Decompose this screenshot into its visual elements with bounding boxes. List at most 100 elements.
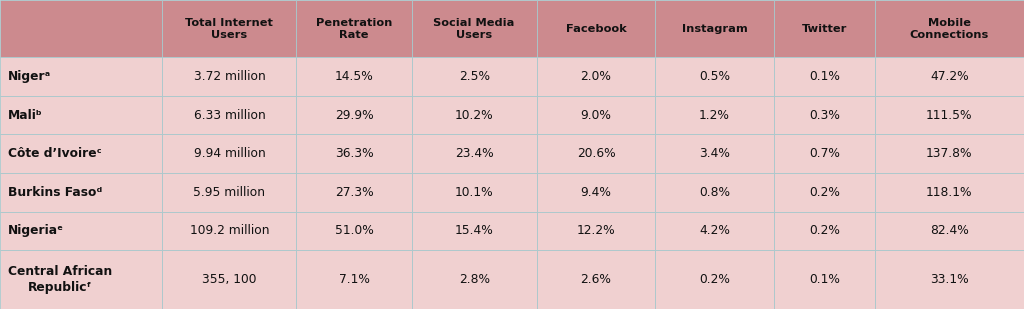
Bar	[774, 173, 874, 212]
Text: Nigeriaᵉ: Nigeriaᵉ	[8, 224, 65, 238]
Bar	[0, 96, 163, 134]
Text: 109.2 million: 109.2 million	[189, 224, 269, 238]
Text: Burkins Fasoᵈ: Burkins Fasoᵈ	[8, 186, 102, 199]
Bar	[412, 134, 537, 173]
Bar	[163, 212, 296, 250]
Bar	[163, 134, 296, 173]
Text: 5.95 million: 5.95 million	[194, 186, 265, 199]
Bar	[874, 212, 1024, 250]
Bar	[0, 134, 163, 173]
Bar	[412, 212, 537, 250]
Bar	[412, 0, 537, 57]
Text: 6.33 million: 6.33 million	[194, 108, 265, 122]
Bar	[0, 57, 163, 96]
Bar	[412, 57, 537, 96]
Text: 137.8%: 137.8%	[926, 147, 973, 160]
Bar	[412, 250, 537, 309]
Bar	[655, 96, 774, 134]
Text: 36.3%: 36.3%	[335, 147, 374, 160]
Bar	[412, 96, 537, 134]
Bar	[537, 57, 655, 96]
Bar	[163, 57, 296, 96]
Text: 111.5%: 111.5%	[926, 108, 973, 122]
Text: Total Internet
Users: Total Internet Users	[185, 18, 273, 40]
Bar	[537, 96, 655, 134]
Bar	[296, 250, 412, 309]
Text: 0.1%: 0.1%	[809, 70, 840, 83]
Bar	[537, 250, 655, 309]
Bar	[537, 212, 655, 250]
Text: Nigerᵃ: Nigerᵃ	[8, 70, 51, 83]
Text: 23.4%: 23.4%	[455, 147, 494, 160]
Bar	[163, 96, 296, 134]
Bar	[874, 250, 1024, 309]
Bar	[537, 173, 655, 212]
Bar	[296, 134, 412, 173]
Text: Mobile
Connections: Mobile Connections	[909, 18, 989, 40]
Bar	[0, 212, 163, 250]
Bar	[0, 250, 163, 309]
Text: 7.1%: 7.1%	[339, 273, 370, 286]
Text: 10.1%: 10.1%	[455, 186, 494, 199]
Bar	[296, 57, 412, 96]
Text: 9.0%: 9.0%	[581, 108, 611, 122]
Text: 33.1%: 33.1%	[930, 273, 969, 286]
Text: 2.8%: 2.8%	[459, 273, 489, 286]
Text: Maliᵇ: Maliᵇ	[8, 108, 43, 122]
Bar	[296, 0, 412, 57]
Bar	[163, 0, 296, 57]
Text: 2.5%: 2.5%	[459, 70, 489, 83]
Bar	[655, 134, 774, 173]
Text: 14.5%: 14.5%	[335, 70, 374, 83]
Text: Social Media
Users: Social Media Users	[433, 18, 515, 40]
Bar	[163, 250, 296, 309]
Bar	[296, 212, 412, 250]
Bar	[774, 250, 874, 309]
Text: Penetration
Rate: Penetration Rate	[315, 18, 392, 40]
Bar	[655, 250, 774, 309]
Text: 29.9%: 29.9%	[335, 108, 374, 122]
Bar	[874, 57, 1024, 96]
Bar	[0, 173, 163, 212]
Text: 20.6%: 20.6%	[577, 147, 615, 160]
Text: 9.4%: 9.4%	[581, 186, 611, 199]
Text: Facebook: Facebook	[565, 23, 627, 34]
Text: 0.3%: 0.3%	[809, 108, 840, 122]
Bar	[412, 173, 537, 212]
Text: 4.2%: 4.2%	[699, 224, 730, 238]
Bar	[296, 96, 412, 134]
Text: 9.94 million: 9.94 million	[194, 147, 265, 160]
Text: 15.4%: 15.4%	[455, 224, 494, 238]
Bar	[655, 57, 774, 96]
Bar	[874, 96, 1024, 134]
Text: 82.4%: 82.4%	[930, 224, 969, 238]
Text: Instagram: Instagram	[682, 23, 748, 34]
Bar	[655, 0, 774, 57]
Bar	[874, 134, 1024, 173]
Text: 1.2%: 1.2%	[699, 108, 730, 122]
Bar	[774, 57, 874, 96]
Bar	[774, 134, 874, 173]
Bar	[163, 173, 296, 212]
Text: 51.0%: 51.0%	[335, 224, 374, 238]
Text: 0.2%: 0.2%	[809, 186, 840, 199]
Text: 3.4%: 3.4%	[699, 147, 730, 160]
Bar	[655, 212, 774, 250]
Text: Twitter: Twitter	[802, 23, 847, 34]
Bar	[774, 96, 874, 134]
Text: Central African
Republicᶠ: Central African Republicᶠ	[8, 265, 113, 294]
Text: 27.3%: 27.3%	[335, 186, 374, 199]
Bar	[874, 0, 1024, 57]
Bar	[537, 134, 655, 173]
Bar	[655, 173, 774, 212]
Bar	[874, 173, 1024, 212]
Bar	[537, 0, 655, 57]
Text: 10.2%: 10.2%	[455, 108, 494, 122]
Text: 0.7%: 0.7%	[809, 147, 840, 160]
Text: 2.6%: 2.6%	[581, 273, 611, 286]
Bar	[774, 0, 874, 57]
Text: Côte d’Ivoireᶜ: Côte d’Ivoireᶜ	[8, 147, 101, 160]
Text: 3.72 million: 3.72 million	[194, 70, 265, 83]
Text: 2.0%: 2.0%	[581, 70, 611, 83]
Bar	[296, 173, 412, 212]
